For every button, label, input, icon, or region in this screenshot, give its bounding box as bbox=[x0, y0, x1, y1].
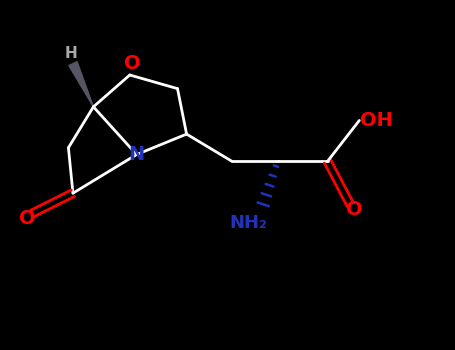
Text: O: O bbox=[19, 209, 36, 228]
Text: O: O bbox=[124, 54, 140, 73]
Text: OH: OH bbox=[360, 111, 393, 130]
Text: O: O bbox=[346, 199, 363, 219]
Text: NH₂: NH₂ bbox=[229, 214, 267, 232]
Polygon shape bbox=[69, 62, 93, 107]
Text: N: N bbox=[128, 145, 145, 164]
Text: H: H bbox=[64, 46, 77, 61]
